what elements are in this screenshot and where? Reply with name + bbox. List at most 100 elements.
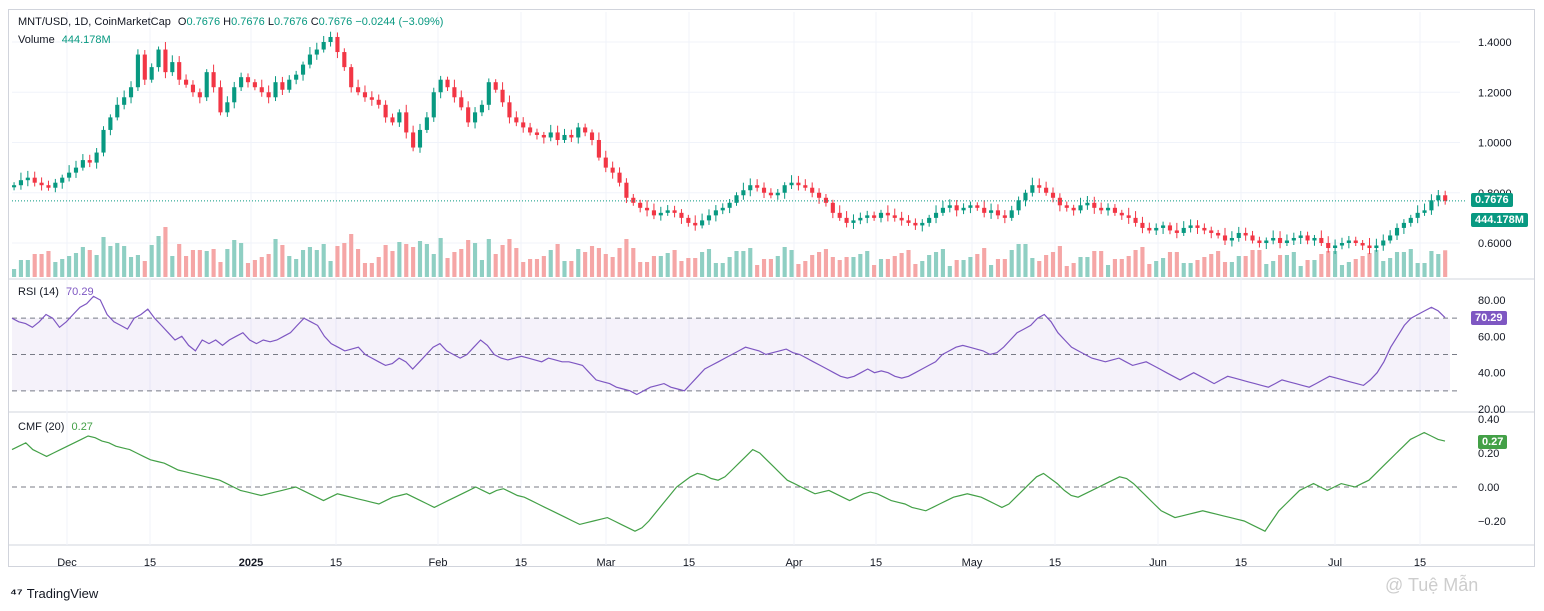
candle-body	[603, 157, 608, 168]
candle-body	[459, 97, 464, 108]
volume-bar	[287, 256, 292, 277]
candle-body	[1161, 225, 1166, 228]
volume-bar	[1353, 259, 1358, 277]
candle-body	[803, 185, 808, 188]
candle-body	[452, 87, 457, 98]
volume-bar	[342, 243, 347, 277]
volume-bar	[1443, 250, 1448, 277]
candle-body	[706, 215, 712, 221]
candle-body	[562, 134, 567, 140]
price-axis-tick: 0.6000	[1478, 238, 1512, 250]
volume-bar	[259, 257, 264, 277]
candle-body	[12, 185, 17, 188]
volume-bar	[67, 256, 72, 277]
candle-body	[32, 177, 37, 183]
volume-bar	[665, 253, 670, 277]
volume-bar	[252, 260, 257, 277]
volume-bar	[445, 258, 450, 277]
volume-bar	[1319, 254, 1324, 277]
date-axis-tick: 15	[515, 557, 527, 569]
volume-bar	[569, 261, 574, 277]
volume-bar	[975, 254, 980, 277]
volume-bar	[1126, 256, 1131, 277]
volume-bar	[493, 254, 498, 277]
volume-bar	[810, 255, 815, 277]
volume-bar	[53, 262, 58, 277]
candle-body	[810, 187, 815, 193]
volume-bar	[1064, 266, 1069, 277]
candle-body	[184, 79, 189, 85]
candle-body	[1057, 197, 1062, 206]
candle-body	[569, 134, 574, 138]
volume-bar	[982, 248, 987, 277]
volume-bar	[521, 262, 526, 277]
candle-body	[823, 197, 829, 203]
candle-body	[817, 192, 822, 198]
volume-bar	[555, 244, 560, 277]
volume-bar	[899, 253, 904, 277]
candle-body	[94, 152, 99, 163]
change-value: −0.0244 (−3.09%)	[355, 16, 444, 28]
candle-body	[115, 104, 120, 118]
candle-body	[1126, 215, 1131, 218]
rsi-value: 70.29	[66, 286, 94, 298]
volume-bar	[596, 248, 601, 277]
volume-bar	[1002, 259, 1007, 277]
volume-bar	[356, 249, 361, 277]
volume-bar	[968, 257, 973, 277]
volume-bar	[1291, 252, 1296, 277]
volume-bar	[713, 263, 718, 277]
rsi-label: RSI (14)	[18, 286, 59, 298]
volume-bar	[39, 254, 44, 277]
volume-bar	[349, 234, 354, 277]
date-axis-tick: May	[962, 557, 983, 569]
price-axis-tick: 1.0000	[1478, 138, 1512, 150]
candle-body	[1271, 237, 1276, 241]
candle-body	[789, 182, 794, 186]
volume-bar	[1312, 260, 1317, 277]
candle-body	[1374, 245, 1379, 249]
candle-body	[686, 217, 691, 223]
cmf-axis-tick: 0.20	[1478, 448, 1499, 460]
volume-bar	[1209, 254, 1214, 277]
volume-bar	[18, 260, 24, 277]
volume-bar	[1009, 250, 1014, 277]
candle-body	[906, 220, 911, 223]
volume-bar	[321, 244, 326, 277]
volume-bar	[1044, 255, 1049, 277]
candle-body	[968, 205, 973, 208]
candle-body	[101, 129, 106, 153]
candle-body	[1009, 210, 1014, 218]
volume-bar	[1188, 263, 1193, 277]
volume-bar	[1099, 251, 1104, 277]
volume-bar	[294, 259, 299, 277]
candle-body	[314, 49, 319, 55]
volume-bar	[672, 250, 677, 277]
tradingview-logo[interactable]: ⁴⁷ TradingView	[10, 585, 98, 601]
candle-body	[1257, 240, 1262, 243]
candle-body	[177, 62, 182, 80]
volume-bar	[734, 251, 739, 277]
candle-body	[1250, 235, 1255, 241]
candle-body	[300, 64, 306, 75]
candle-body	[1209, 230, 1214, 233]
candle-body	[356, 87, 361, 93]
candle-body	[128, 87, 134, 98]
volume-bar	[1174, 252, 1179, 277]
volume-bar	[741, 251, 746, 277]
candle-body	[1291, 237, 1296, 241]
candle-body	[1085, 202, 1090, 206]
volume-bar	[913, 264, 918, 277]
candle-body	[46, 185, 51, 188]
volume-bar	[851, 257, 856, 277]
candle-body	[1436, 195, 1441, 201]
volume-bar	[383, 245, 388, 277]
candle-body	[1284, 240, 1289, 243]
volume-bar	[87, 250, 92, 277]
close-value: 0.7676	[318, 16, 353, 28]
candle-body	[1202, 227, 1207, 231]
volume-bar	[1360, 256, 1365, 277]
volume-bar	[583, 252, 588, 277]
volume-bar	[1181, 263, 1186, 277]
